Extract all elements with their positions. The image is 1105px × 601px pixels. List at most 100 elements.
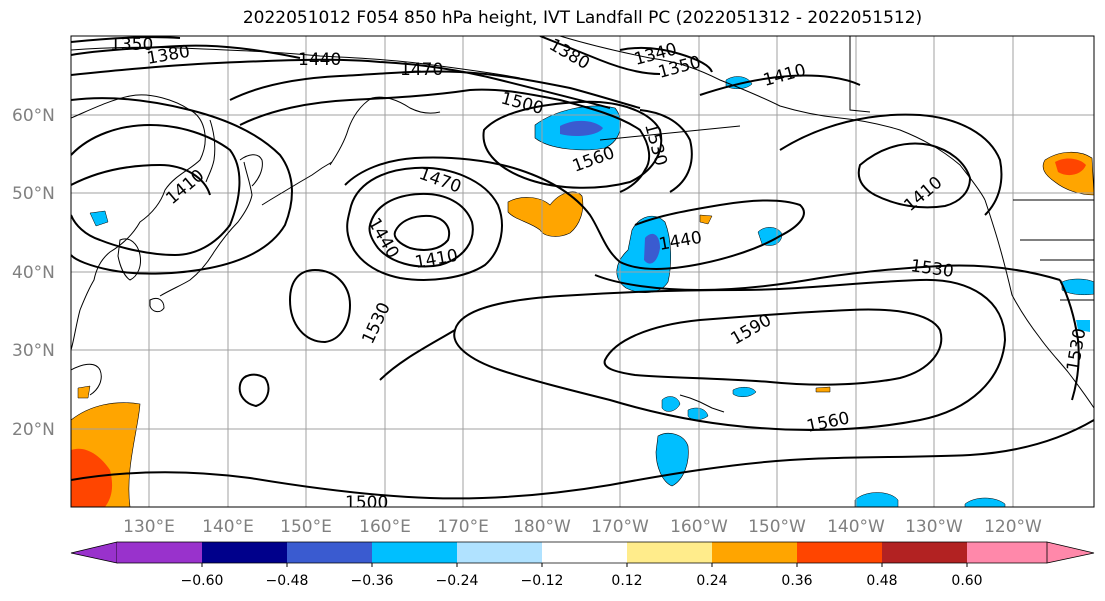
colorbar-tick-label: −0.36 [351,573,394,589]
lat-label: 50°N [12,184,55,204]
ivt-negative-area-hawaii-1 [732,387,757,397]
longitude-labels: 130°E 140°E 150°E 160°E 170°E 180°W 170°… [123,517,1042,537]
lat-label: 60°N [12,106,55,126]
ivt-negative-area-hawaii-3 [687,407,709,420]
colorbar-segment [712,542,797,563]
contour-1440-west [71,163,211,196]
contour-1560-ring [453,278,1007,431]
lon-label: 170°E [437,517,489,537]
hawaii-islands [679,394,725,413]
lon-label: 180°W [513,517,571,537]
contour-1470-north [229,70,641,109]
contour-1350-north [619,46,713,73]
colorbar-segment [882,542,967,563]
colorbar-segment [202,542,287,563]
colorbar-tick-label: −0.60 [181,573,224,589]
colorbar-tick-label: −0.48 [266,573,309,589]
colorbar: −0.60 −0.48 −0.36 −0.24 −0.12 0.12 0.24 … [70,541,1095,589]
contour-1590-ring [603,308,943,386]
contour-label: 1440 [298,50,341,70]
alaska-canada-border [849,36,871,113]
japan-kyushu [149,297,165,313]
ivt-positive-area-pale [815,386,831,393]
lat-label: 20°N [12,420,55,440]
lat-label: 40°N [12,263,55,283]
colorbar-segment [287,542,372,563]
contour-1470-low [346,166,503,281]
aleutian-islands [599,125,741,141]
colorbar-tick-label: 0.60 [951,573,982,589]
contour-small-ring [238,373,270,408]
alaska-coastline [559,36,986,201]
ivt-negative-area-se-1 [854,492,899,507]
contour-1530-south [379,329,456,381]
contour-1410-low [393,214,450,251]
lon-label: 120°W [984,517,1042,537]
ivt-negative-area-central [616,215,671,293]
lon-label: 160°E [359,517,411,537]
contour-1350-nw [71,36,181,43]
lon-label: 140°E [202,517,254,537]
colorbar-segment [372,542,457,563]
contour-1530-east-coast [1059,279,1080,401]
ivt-negative-area-small-1 [89,210,109,227]
contour-1500-south [71,419,1094,500]
contour-1470-west [71,97,293,275]
sakhalin-coastline [205,119,216,183]
contour-label: 1500 [345,493,388,513]
colorbar-tick-label: −0.24 [436,573,479,589]
asia-coastline [71,94,206,351]
ivt-negative-area-coast-2 [1076,320,1090,332]
colorbar-segment [542,542,627,563]
contour-1380-nw [71,44,301,59]
colorbar-tick-label: −0.12 [521,573,564,589]
ivt-strong-negative-area-central [644,233,660,264]
contour-1560-low [482,100,663,189]
contour-1500-central [344,156,805,270]
contour-1410-west [71,123,241,257]
colorbar-segment [457,542,542,563]
ivt-positive-area-dateline [507,191,584,237]
contour-1530-low [639,109,693,193]
lon-label: 130°E [123,517,175,537]
latitude-labels: 60°N 50°N 40°N 30°N 20°N [12,106,55,440]
us-state-borders [1020,239,1094,301]
colorbar-tick-label: 0.24 [696,573,727,589]
north-america-coast [984,199,1094,409]
ivt-negative-area-west-coast [1061,278,1094,296]
colorbar-segment [117,542,202,563]
lon-label: 160°W [670,517,728,537]
contour-1440-east [779,113,1003,216]
ivt-strong-positive-area-canada [1055,158,1086,176]
lat-label: 30°N [12,341,55,361]
contour-1530-west [288,268,352,344]
contour-label: 1350 [110,35,153,55]
lon-label: 150°W [748,517,806,537]
height-contours [71,36,1094,500]
contour-1410-east [857,142,972,209]
korea-coastline [117,238,141,281]
coastlines [71,36,1094,413]
colorbar-tick-label: 0.48 [866,573,897,589]
ivt-positive-area-small [699,214,713,225]
contour-1500-ring [239,88,651,193]
colorbar-segment [627,542,712,563]
ivt-strong-negative-area-north [560,120,603,136]
contour-1410-alaska [699,74,861,96]
contour-1530-central [594,264,1061,292]
contour-1440-low [368,192,474,268]
lon-label: 150°E [280,517,332,537]
ivt-negative-area-hawaii-2 [661,396,681,412]
lon-label: 170°W [591,517,649,537]
lon-label: 140°W [827,517,885,537]
colorbar-tick-label: 0.36 [781,573,812,589]
colorbar-segment [797,542,882,563]
ivt-positive-area-sw-small [77,385,91,399]
map-frame [70,35,1095,508]
contour-label: 1470 [400,60,443,80]
japan-coastline [159,154,263,297]
kuril-islands [261,161,333,206]
colorbar-extend-right [1046,541,1095,564]
colorbar-extend-left [70,541,118,564]
